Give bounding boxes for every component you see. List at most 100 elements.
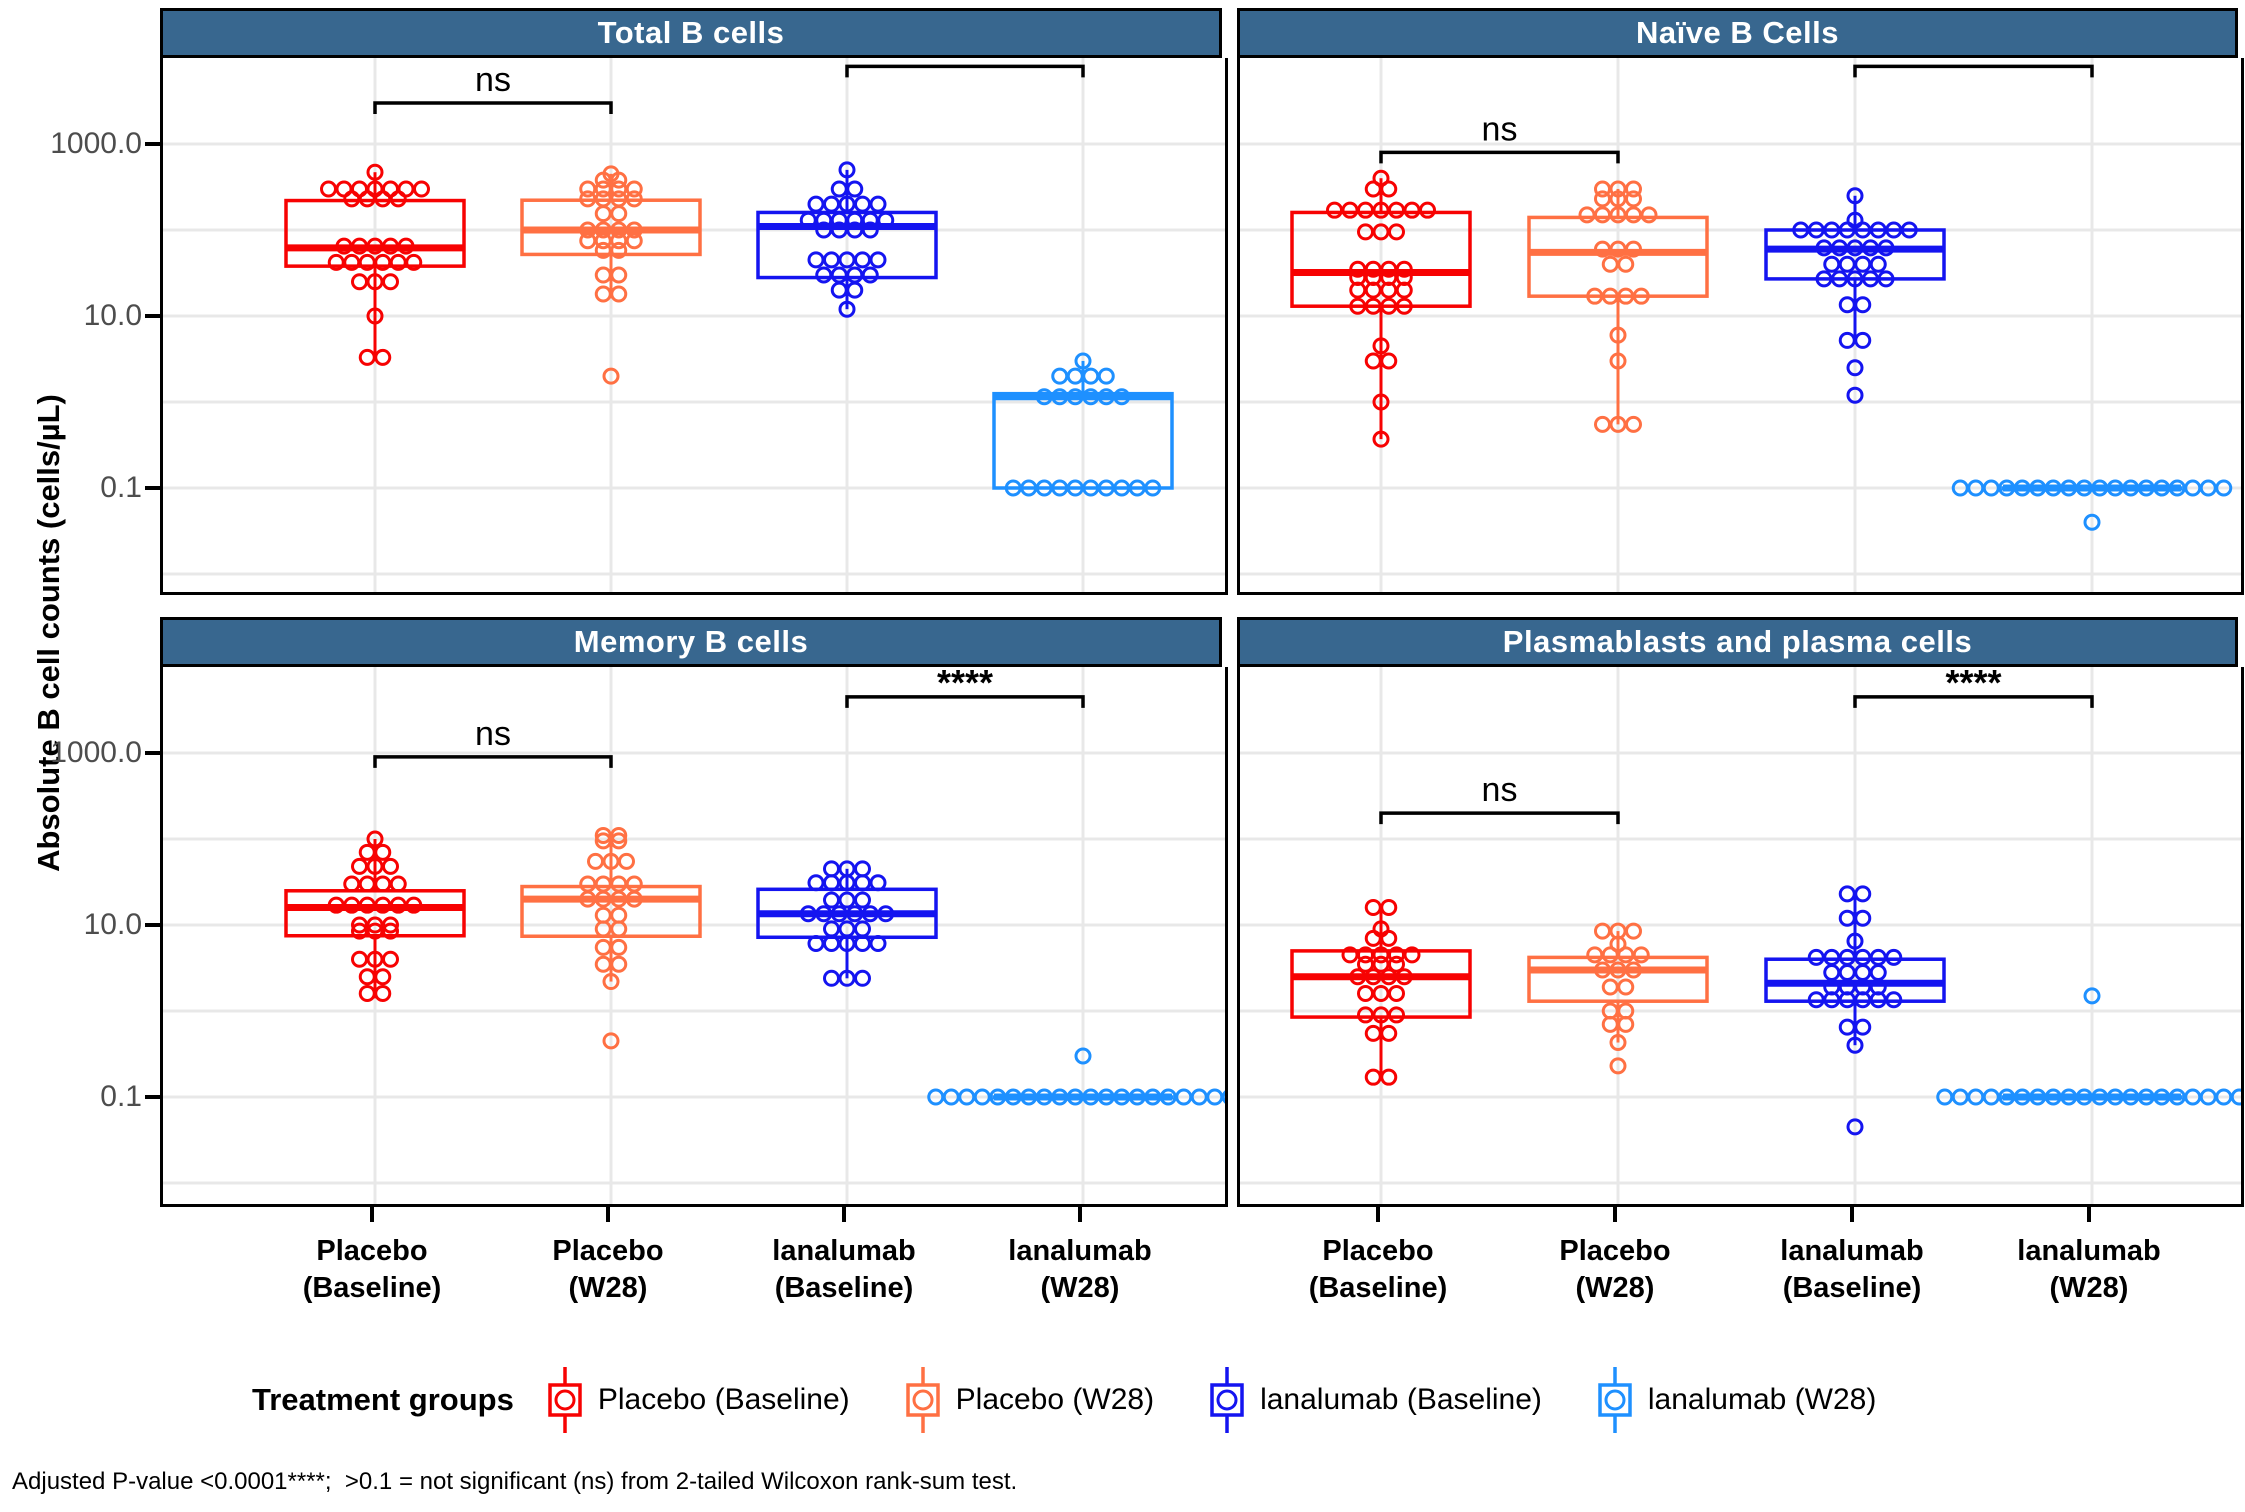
data-point [320,180,337,198]
data-point [343,875,361,893]
legend-item-placebo-w28: Placebo (W28) [900,1365,1154,1435]
data-point [2083,987,2101,1005]
x-group-label: lanalumab (Baseline) [714,1233,974,1307]
data-point [1395,297,1413,315]
data-point [1609,326,1627,344]
y-tick-label: 10.0 [83,908,142,941]
data-point [1380,929,1398,947]
y-tick-label: 1000.0 [50,127,142,160]
panel-title: Naïve B Cells [1636,15,1839,50]
data-point [610,832,628,850]
data-point [823,969,840,987]
data-point [625,221,643,239]
significance-bracket [845,64,1085,78]
x-group-label: Placebo (W28) [1485,1233,1745,1307]
data-point [815,266,833,284]
data-point [1869,948,1887,966]
data-point [382,857,399,875]
boxplot-lanalumab-baseline [1764,187,1946,404]
data-point [1609,1057,1627,1075]
data-point [366,307,384,325]
data-point [625,875,643,893]
data-point [594,938,612,956]
data-point [1838,255,1856,273]
data-point [625,180,643,198]
boxplot-lanalumab-w28 [1951,479,2233,531]
data-point [374,968,392,986]
data-point [1380,1068,1398,1086]
data-point [1838,964,1856,982]
data-point [1838,948,1856,966]
boxplot-placebo-w28 [1527,922,1709,1075]
boxplot-placebo-baseline [284,830,466,1002]
data-point [1144,479,1162,497]
significance-label: **** [937,58,993,72]
data-point [625,890,643,908]
data-point [1074,352,1092,370]
x-group-label-line1: lanalumab [1780,1235,1924,1267]
plot-area: ns **** [160,58,1228,595]
data-point [1609,1034,1627,1052]
data-point [830,281,848,299]
data-point [374,348,392,366]
panel-memory-b-cells: Memory B cells ns **** [160,617,1228,1207]
legend-item-label: lanalumab (W28) [1647,1383,1877,1416]
data-point [869,251,887,269]
data-point [1838,1018,1856,1036]
data-point [1823,948,1841,966]
panel-header: Naïve B Cells [1237,8,2238,58]
boxplot-key-icon [548,1367,582,1433]
data-point [1601,978,1619,996]
data-point [1838,296,1856,314]
data-point [625,232,643,250]
data-point [602,367,620,385]
legend-item-placebo-baseline: Placebo (Baseline) [542,1365,850,1435]
data-point [1372,337,1390,355]
significance-label: ns [1482,771,1518,809]
data-point [846,281,864,299]
data-point [854,891,871,909]
data-point [1388,201,1405,219]
y-tick-mark [145,1095,160,1099]
data-point [382,922,399,940]
data-point [1854,255,1872,273]
x-tick-mark [1078,1207,1082,1222]
data-point [610,955,628,973]
x-group-label-line2: (Baseline) [1782,1272,1922,1304]
significance-label: ns [475,61,511,99]
y-tick-label: 0.1 [100,1080,142,1113]
data-point [1854,331,1872,349]
data-point [1854,964,1872,982]
x-tick-mark [2087,1207,2091,1222]
data-point [1388,223,1405,241]
boxplot-lanalumab-w28 [992,352,1174,497]
legend: Treatment groups Placebo (Baseline) Place… [252,1362,1926,1438]
data-point [358,984,376,1002]
data-point [1625,190,1642,208]
data-point [1625,922,1642,940]
data-point [1357,223,1374,241]
data-point [1823,964,1841,982]
panel-title: Memory B cells [573,624,809,659]
data-point [846,180,864,198]
data-point [1395,968,1413,986]
data-point [610,285,628,303]
significance-bracket [1853,695,2094,708]
data-point [1632,287,1650,305]
data-point [1341,201,1359,219]
data-point [579,875,597,893]
legend-item-lanalumab-w28: lanalumab (W28) [1592,1365,1876,1435]
data-point [807,195,825,213]
data-point [374,875,392,893]
legend-item-label: Placebo (Baseline) [597,1383,850,1416]
x-group-label: lanalumab (W28) [950,1233,1210,1307]
data-point [1364,929,1382,947]
x-tick-mark [1613,1207,1617,1222]
data-point [1900,221,1918,239]
x-tick-mark [1850,1207,1854,1222]
boxplot-placebo-baseline [284,163,466,366]
data-point [625,190,643,208]
data-point [1364,1068,1382,1086]
data-point [594,285,612,303]
data-point [1632,946,1650,964]
